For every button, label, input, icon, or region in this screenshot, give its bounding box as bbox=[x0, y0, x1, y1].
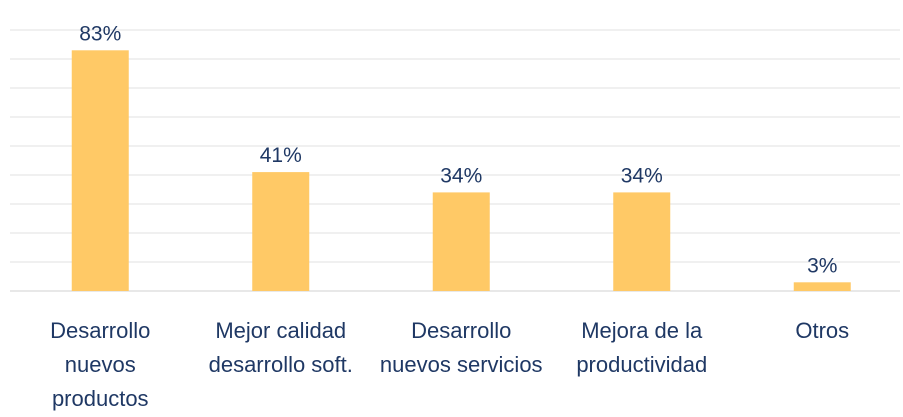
value-label: 3% bbox=[807, 254, 837, 277]
x-tick-label: Mejor calidad desarrollo soft. bbox=[208, 318, 353, 377]
value-label: 34% bbox=[440, 164, 482, 187]
bar bbox=[71, 50, 129, 291]
value-label: 83% bbox=[79, 22, 121, 45]
value-label: 41% bbox=[260, 144, 302, 167]
x-tick-label: Mejora de la productividad bbox=[576, 318, 708, 377]
value-label: 34% bbox=[621, 164, 663, 187]
x-tick-label: Desarrollo nuevos servicios bbox=[379, 318, 543, 377]
x-tick-label: Otros bbox=[795, 318, 850, 343]
bar bbox=[613, 192, 671, 291]
bar bbox=[252, 172, 310, 291]
x-tick-label: Desarrollo nuevos productos bbox=[50, 318, 151, 411]
bar bbox=[793, 282, 851, 291]
bar bbox=[432, 192, 490, 291]
